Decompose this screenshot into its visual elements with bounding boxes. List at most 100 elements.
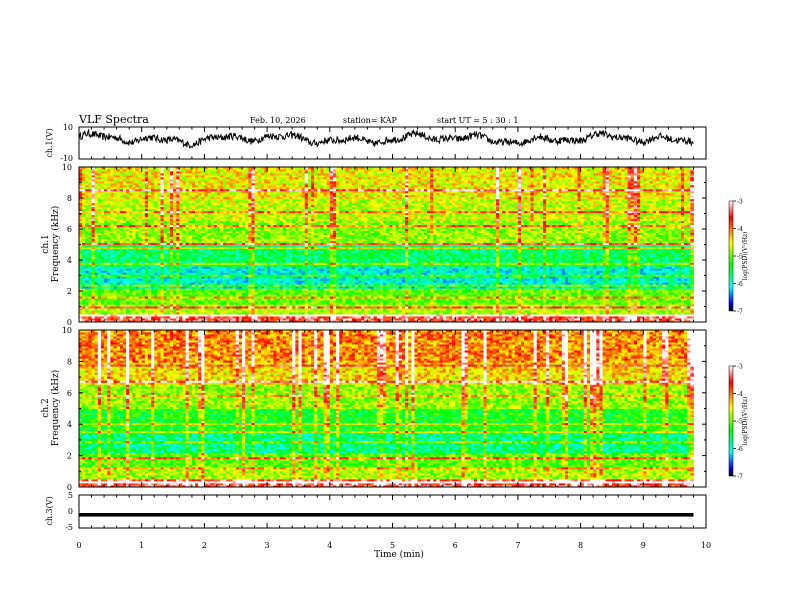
spectrogram-cell [405, 306, 409, 309]
spectrogram-cell [658, 316, 663, 319]
spectrogram-cell [220, 308, 224, 311]
spectrogram-cell [643, 318, 647, 321]
spectrogram-cell [307, 306, 312, 309]
spectrogram-cell [188, 306, 193, 309]
spectrogram-cell [646, 302, 650, 305]
spectrogram-cell [530, 304, 534, 307]
spectrogram-cell [79, 316, 83, 319]
spectrogram-cell [263, 296, 268, 299]
spectrogram-cell [307, 314, 312, 317]
spectrogram-cell [684, 320, 688, 323]
spectrogram-cell [151, 318, 155, 321]
spectrogram-cell [455, 300, 459, 303]
spectrogram-cell [267, 310, 271, 313]
spectrogram-cell [370, 318, 375, 321]
spectrogram-cell [329, 318, 334, 321]
spectrogram-cell [445, 302, 450, 305]
spectrogram-cell [677, 304, 682, 307]
spectrogram-cell [273, 316, 277, 319]
spectrogram-cell [379, 296, 384, 299]
spectrogram-cell [624, 298, 629, 301]
spectrogram-cell [135, 310, 139, 313]
spectrogram-cell [508, 304, 513, 307]
spectrogram-cell [157, 296, 161, 299]
spectrogram-cell [586, 316, 591, 319]
spectrogram-cell [132, 308, 136, 311]
spectrogram-cell [568, 316, 572, 319]
spectrogram-cell [671, 314, 676, 317]
spectrogram-cell [251, 304, 255, 307]
spectrogram-cell [251, 308, 255, 311]
spectrogram-cell [285, 316, 290, 319]
spectrogram-cell [373, 306, 378, 309]
spectrogram-cell [439, 316, 444, 319]
spectrogram-cell [91, 320, 96, 323]
spectrogram-cell [329, 316, 334, 319]
spectrogram-cell [439, 306, 444, 309]
spectrogram-cell [373, 308, 378, 311]
spectrogram-cell [273, 314, 277, 317]
spectrogram-cell [213, 306, 218, 309]
spectrogram-cell [436, 312, 440, 315]
spectrogram-cell [295, 300, 299, 303]
spectrogram-cell [254, 310, 259, 313]
spectrogram-cell [295, 298, 299, 301]
spectrogram-cell [317, 316, 321, 319]
spectrogram-cell [135, 306, 139, 309]
spectrogram-cell [242, 308, 246, 311]
spectrogram-cell [370, 298, 375, 301]
spectrogram-cell [126, 316, 130, 319]
spectrogram-cell [596, 310, 600, 313]
spectrogram-cell [154, 320, 158, 323]
spectrogram-cell [480, 310, 484, 313]
spectrogram-cell [684, 308, 688, 311]
spectrogram-cell [489, 308, 494, 311]
spectrogram-cell [542, 320, 547, 323]
spectrogram-cell [658, 312, 663, 315]
spectrogram-cell [138, 302, 143, 305]
spectrogram-cell [408, 310, 412, 313]
spectrogram-cell [270, 302, 274, 305]
spectrogram-cell [122, 304, 127, 307]
spectrogram-cell [232, 300, 237, 303]
spectrogram-cell [652, 312, 657, 315]
spectrogram-cell [649, 306, 654, 309]
spectrogram-cell [107, 304, 111, 307]
spectrogram-cell [590, 316, 594, 319]
spectrogram-cell [358, 300, 362, 303]
spectrogram-cell [430, 308, 434, 311]
spectrogram-cell [329, 308, 334, 311]
spectrogram-cell [649, 314, 654, 317]
spectrogram-cell [527, 302, 531, 305]
spectrogram-cell [245, 300, 249, 303]
spectrogram-cell [674, 316, 679, 319]
spectrogram-cell [646, 320, 650, 323]
spectrogram-cell [201, 308, 205, 311]
spectrogram-cell [97, 298, 102, 301]
spectrogram-cell [583, 298, 588, 301]
spectrogram-cell [514, 298, 519, 301]
spectrogram-cell [561, 304, 566, 307]
spectrogram-cell [580, 320, 585, 323]
spectrogram-cell [279, 308, 284, 311]
spectrogram-cell [408, 298, 412, 301]
spectrogram-cell [558, 314, 563, 317]
spectrogram-cell [163, 316, 168, 319]
spectrogram-cell [82, 320, 86, 323]
spectrogram-cell [552, 298, 556, 301]
spectrogram-cell [248, 298, 252, 301]
spectrogram-cell [420, 318, 425, 321]
spectrogram-cell [652, 302, 657, 305]
spectrogram-cell [408, 320, 412, 323]
spectrogram-cell [564, 302, 569, 305]
spectrogram-cell [492, 300, 497, 303]
spectrogram-cell [263, 318, 268, 321]
spectrogram-cell [455, 302, 459, 305]
spectrogram-cell [464, 296, 469, 299]
spectrogram-cell [517, 302, 522, 305]
spectrogram-cell [326, 316, 331, 319]
spectrogram-cell [549, 308, 553, 311]
spectrogram-cell [596, 314, 600, 317]
spectrogram-cell [370, 304, 375, 307]
spectrogram-cell [147, 298, 152, 301]
